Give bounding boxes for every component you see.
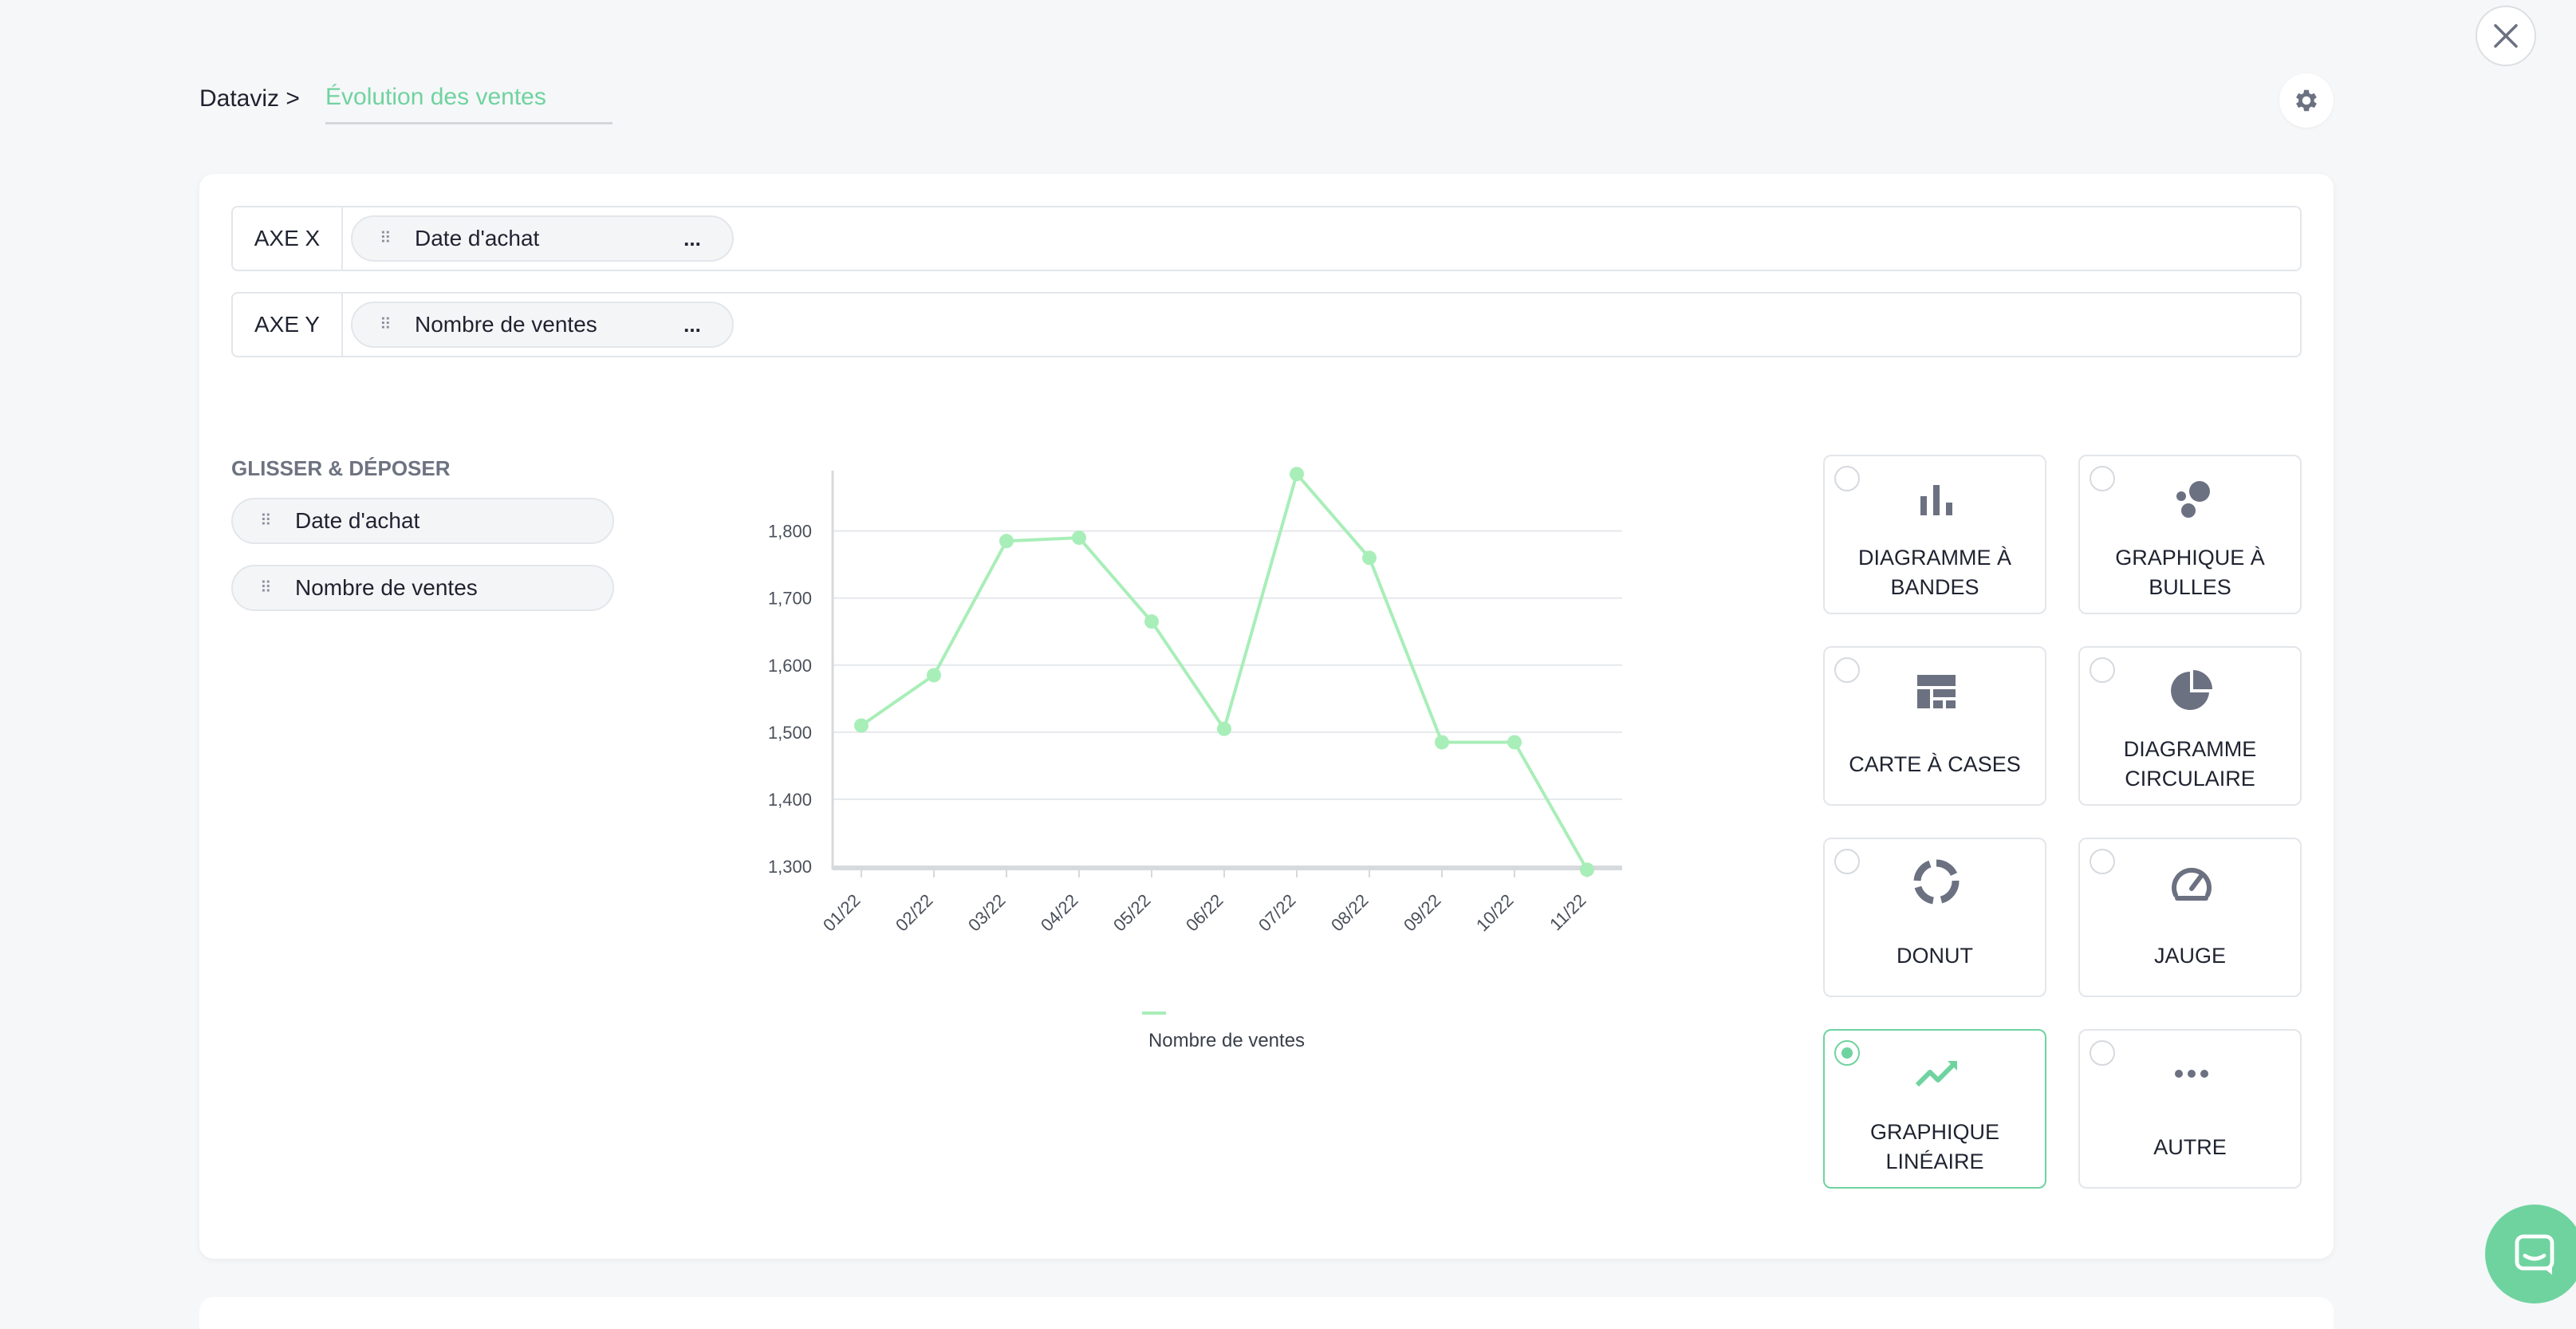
series-line — [860, 472, 1589, 871]
x-tick-label: 09/22 — [1400, 890, 1445, 936]
y-tick-label: 1,800 — [768, 522, 812, 542]
x-tick-label: 07/22 — [1255, 890, 1300, 936]
x-tick-label: 11/22 — [1546, 890, 1589, 934]
close-button[interactable] — [2476, 6, 2536, 66]
x-tick-label: 01/22 — [819, 890, 865, 936]
x-tick-label: 08/22 — [1327, 890, 1373, 936]
data-point — [1362, 550, 1377, 566]
axis-x-field-pill[interactable]: ⠿ Date d'achat ... — [351, 215, 734, 262]
gear-icon — [2296, 89, 2317, 112]
radio-button[interactable] — [2090, 657, 2115, 683]
chart-type-label: AUTRE — [2153, 1134, 2227, 1159]
y-tick-label: 1,600 — [768, 656, 812, 676]
x-tick-label: 10/22 — [1472, 890, 1518, 936]
x-tick-label: 06/22 — [1182, 890, 1227, 936]
y-tick-label: 1,700 — [768, 589, 812, 609]
chart-type-option[interactable]: DIAGRAMME À BANDES — [1823, 455, 2046, 614]
drag-handle-icon[interactable]: ⠿ — [260, 512, 274, 530]
x-tick-label: 02/22 — [892, 890, 937, 936]
treemap-icon — [1917, 675, 1956, 708]
data-point — [1217, 721, 1231, 736]
radio-button[interactable] — [2090, 1040, 2115, 1066]
chart-type-label: DIAGRAMME CIRCULAIRE — [2123, 737, 2257, 791]
donut-chart-icon — [1913, 859, 1960, 905]
x-tick-label: 04/22 — [1037, 890, 1082, 936]
drag-field-pill[interactable]: ⠿ Nombre de ventes — [231, 565, 614, 611]
chat-button[interactable] — [2485, 1205, 2576, 1303]
x-tick-label: 03/22 — [964, 890, 1010, 936]
drag-field-label: Nombre de ventes — [295, 575, 478, 600]
chart-type-option[interactable]: JAUGE — [2078, 838, 2302, 997]
data-point — [854, 718, 869, 733]
settings-button[interactable] — [2279, 73, 2334, 128]
next-card — [199, 1297, 2334, 1329]
drag-field-label: Date d'achat — [295, 508, 420, 533]
axis-y-label: AXE Y — [233, 294, 343, 356]
chart-type-label: GRAPHIQUE LINÉAIRE — [1869, 1120, 2000, 1173]
legend-label: Nombre de ventes — [1148, 1030, 1305, 1051]
chart-type-option[interactable]: DIAGRAMME CIRCULAIRE — [2078, 646, 2302, 806]
chart-type-option[interactable]: AUTRE — [2078, 1029, 2302, 1189]
drag-handle-icon[interactable]: ⠿ — [380, 230, 393, 247]
pie-chart-icon — [2171, 670, 2212, 710]
chart-type-option[interactable]: GRAPHIQUE LINÉAIRE — [1823, 1029, 2046, 1189]
data-point — [1580, 862, 1594, 877]
chart-type-label: DIAGRAMME À BANDES — [1857, 546, 2012, 599]
gauge-icon — [2172, 867, 2212, 901]
data-point — [927, 668, 941, 683]
data-point — [999, 534, 1014, 549]
chart-type-label: CARTE À CASES — [1849, 751, 2021, 776]
chat-icon — [2515, 1234, 2554, 1275]
axis-y-field-pill[interactable]: ⠿ Nombre de ventes ... — [351, 302, 734, 348]
y-tick-label: 1,500 — [768, 723, 812, 743]
chart-type-option[interactable]: DONUT — [1823, 838, 2046, 997]
more-icon — [2175, 1070, 2208, 1078]
breadcrumb-root[interactable]: Dataviz > — [199, 85, 300, 112]
data-point — [1435, 735, 1449, 750]
data-point — [1144, 614, 1159, 629]
title-input[interactable]: Évolution des ventes — [325, 80, 612, 124]
radio-button[interactable] — [1834, 657, 1860, 683]
chart-type-option[interactable]: CARTE À CASES — [1823, 646, 2046, 806]
chart-type-label: GRAPHIQUE À BULLES — [2115, 546, 2265, 599]
drag-field-pill[interactable]: ⠿ Date d'achat — [231, 498, 614, 544]
y-tick-label: 1,300 — [768, 857, 812, 877]
radio-button[interactable] — [1834, 849, 1860, 874]
chart-type-label: JAUGE — [2153, 943, 2227, 968]
y-tick-label: 1,400 — [768, 790, 812, 810]
axis-x-row: AXE X ⠿ Date d'achat ... — [231, 206, 2302, 271]
chart-type-label: DONUT — [1897, 943, 1973, 968]
axis-y-more-button[interactable]: ... — [683, 312, 701, 337]
drag-handle-icon[interactable]: ⠿ — [260, 579, 274, 597]
page-title: Évolution des ventes — [325, 84, 546, 110]
drag-handle-icon[interactable]: ⠿ — [380, 316, 393, 333]
line-chart-icon — [1915, 1060, 1958, 1087]
radio-button[interactable] — [2090, 466, 2115, 491]
x-tick-label: 05/22 — [1109, 890, 1155, 936]
axis-y-row: AXE Y ⠿ Nombre de ventes ... — [231, 292, 2302, 357]
data-point — [1507, 735, 1522, 750]
axis-y-field: Nombre de ventes — [415, 312, 597, 337]
drag-drop-title: GLISSER & DÉPOSER — [231, 456, 451, 480]
line-chart: 1,300 1,400 1,500 1,600 1,700 1,800 01/22 02/22… — [768, 467, 1622, 1051]
axis-x-label: AXE X — [233, 207, 343, 270]
axis-x-more-button[interactable]: ... — [683, 226, 701, 250]
radio-button[interactable] — [1834, 466, 1860, 491]
chart-type-option[interactable]: GRAPHIQUE À BULLES — [2078, 455, 2302, 614]
radio-button[interactable] — [1834, 1040, 1860, 1066]
data-point — [1072, 530, 1086, 546]
axis-x-field: Date d'achat — [415, 226, 540, 250]
bar-chart-icon — [1920, 485, 1952, 515]
close-icon — [2494, 24, 2518, 48]
data-point — [1290, 467, 1304, 482]
bubble-chart-icon — [2176, 481, 2210, 518]
radio-button[interactable] — [2090, 849, 2115, 874]
